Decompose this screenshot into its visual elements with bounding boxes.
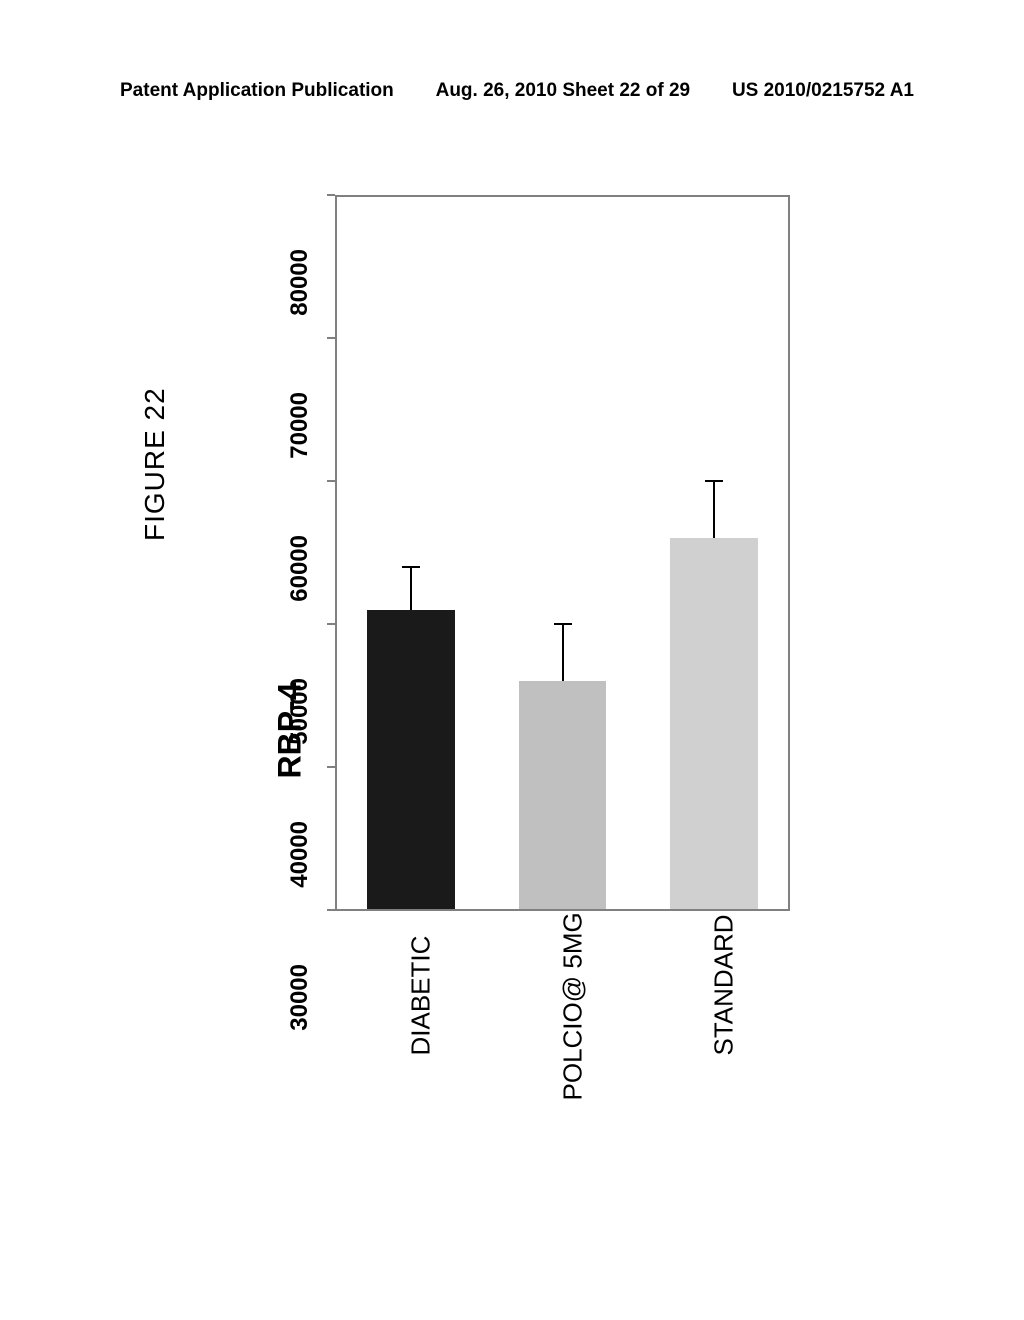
y-tick-mark xyxy=(327,766,335,768)
x-axis-line xyxy=(335,909,790,911)
y-tick-mark xyxy=(327,480,335,482)
error-cap xyxy=(705,480,723,482)
header-date-sheet: Aug. 26, 2010 Sheet 22 of 29 xyxy=(436,80,691,102)
y-tick-label: 60000 xyxy=(286,535,314,615)
y-tick-mark xyxy=(327,623,335,625)
header-patent-number: US 2010/0215752 A1 xyxy=(732,80,914,102)
x-category-label: POLCIO@ 5MG xyxy=(557,912,588,1100)
bar xyxy=(367,610,455,910)
error-bar xyxy=(713,481,715,538)
right-axis-line xyxy=(788,195,790,910)
error-bar xyxy=(562,624,564,681)
y-tick-label: 40000 xyxy=(286,821,314,901)
y-tick-label: 80000 xyxy=(286,249,314,329)
y-tick-label: 50000 xyxy=(286,678,314,758)
y-tick-label: 30000 xyxy=(286,964,314,1044)
figure-label: FIGURE 22 xyxy=(139,387,171,541)
error-cap xyxy=(402,566,420,568)
bar xyxy=(519,681,607,910)
error-cap xyxy=(554,623,572,625)
y-tick-label: 70000 xyxy=(286,392,314,472)
y-tick-mark xyxy=(327,337,335,339)
error-bar xyxy=(410,567,412,610)
x-category-label: STANDARD xyxy=(709,914,740,1055)
header-publication: Patent Application Publication xyxy=(120,80,394,102)
bar xyxy=(670,538,758,910)
y-tick-mark xyxy=(327,194,335,196)
y-tick-mark xyxy=(327,909,335,911)
x-category-label: DIABETIC xyxy=(405,936,436,1056)
